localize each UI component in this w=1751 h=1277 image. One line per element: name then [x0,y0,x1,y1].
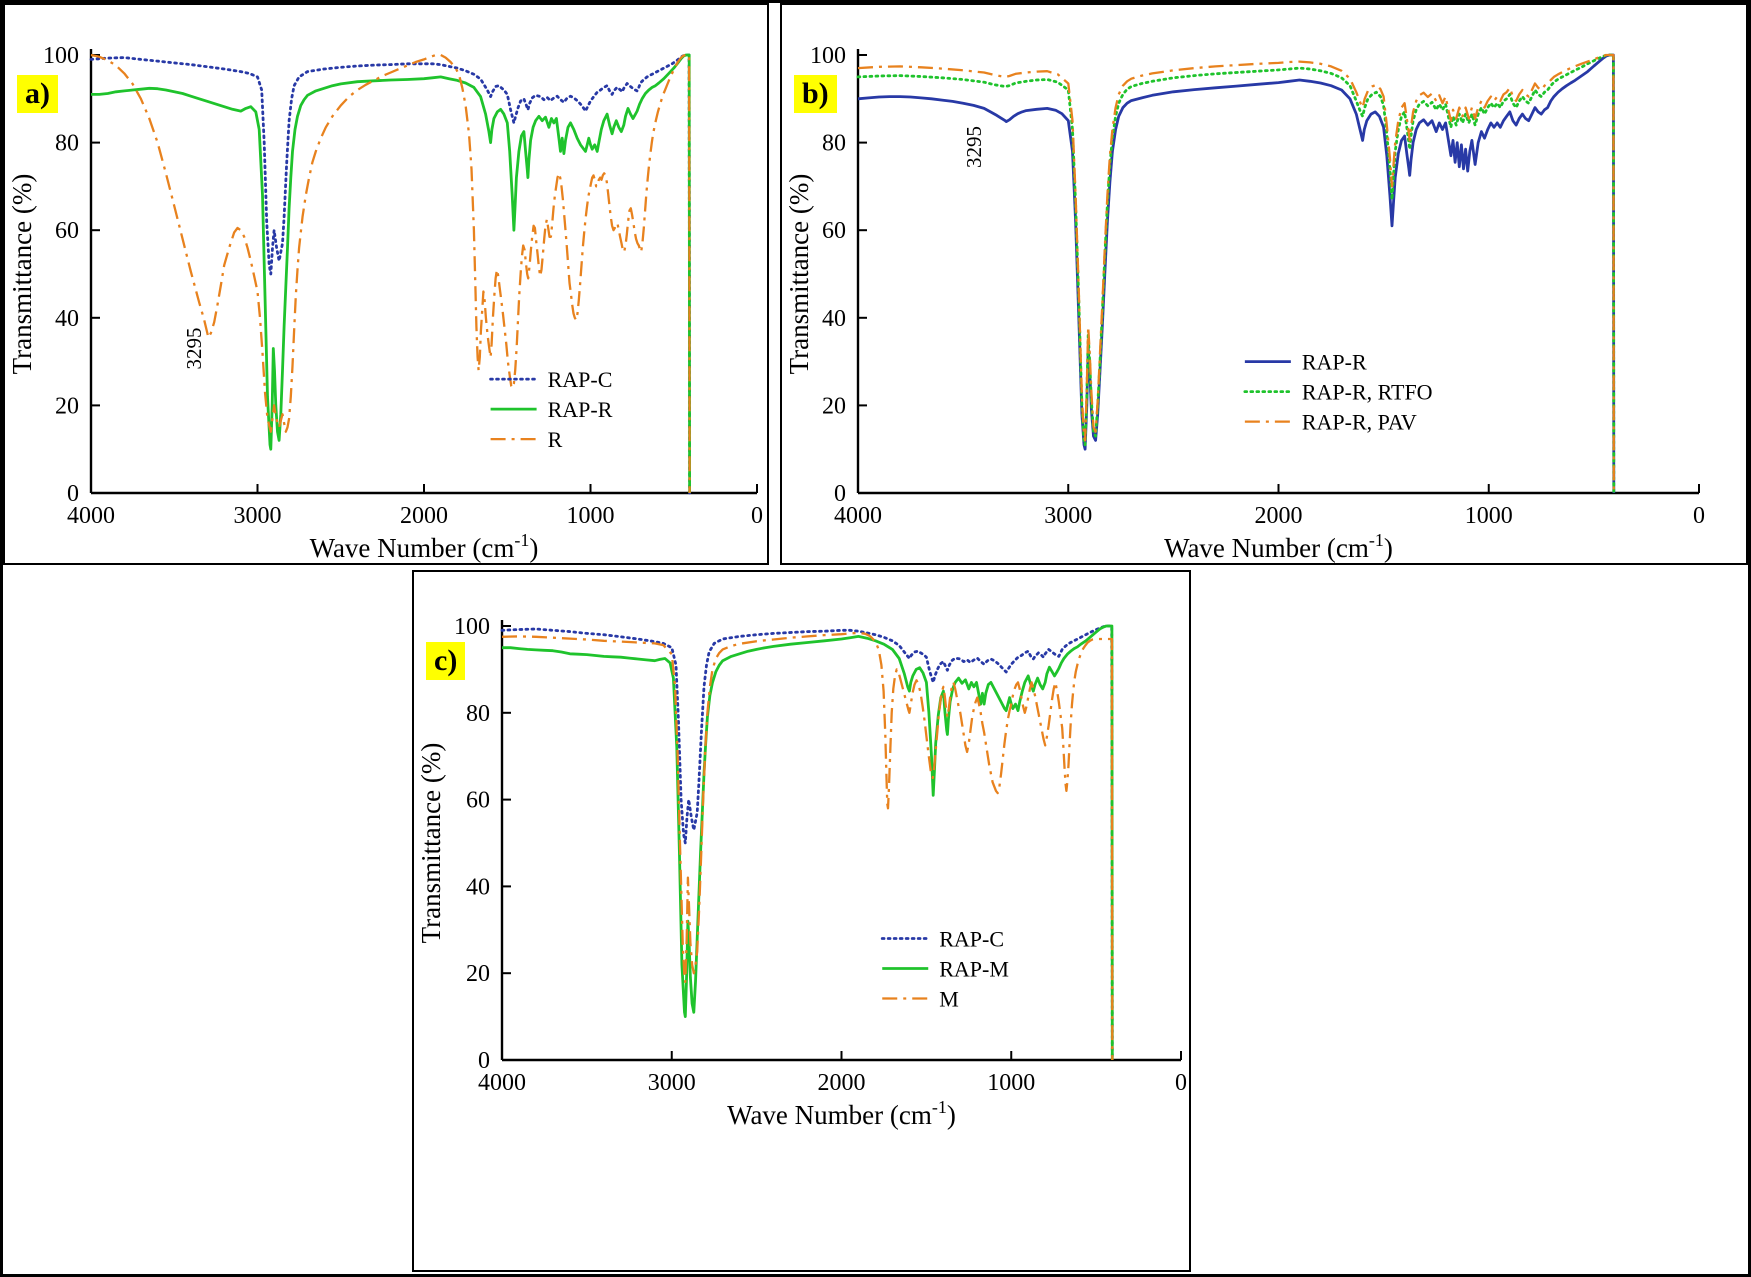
series-RAP-C [89,53,691,495]
y-tick-label: 20 [822,393,846,419]
y-tick-label: 80 [466,701,490,727]
y-tick-label: 40 [55,306,79,332]
x-tick-label: 1000 [987,1070,1035,1096]
y-tick-label: 60 [55,218,79,244]
x-tick-label: 1000 [1465,503,1513,529]
y-tick-label: 20 [55,393,79,419]
x-axis-title: Wave Number (cm-1) [310,530,539,563]
series-RAP-R, PAV [857,53,1615,494]
y-tick-label: 0 [478,1048,490,1074]
series-RAP-R [857,53,1616,494]
x-tick-label: 2000 [818,1070,866,1096]
x-tick-label: 3000 [1044,503,1092,529]
y-tick-label: 20 [466,961,490,987]
legend-label-RAP-C: RAP-C [548,367,613,392]
y-axis-title: Transmittance (%) [7,174,37,375]
chart-c-plot: 4000 3000 2000 1000 0 0 20 40 60 80 100 Wave Number… [416,614,1187,1130]
y-tick-label: 0 [67,481,79,507]
chart-a-plot: 4000 3000 2000 1000 0 0 20 40 60 80 100 Wave Number… [7,43,763,563]
x-tick-label: 0 [1175,1070,1187,1096]
series-R [90,53,691,494]
y-tick-label: 100 [454,614,490,640]
y-tick-label: 60 [466,788,490,814]
x-tick-label: 2000 [400,503,448,529]
legend: RAP-R RAP-R, RTFO RAP-R, PAV [1243,350,1433,435]
legend: RAP-C RAP-M M [880,926,1009,1011]
y-tick-label: 100 [43,43,79,69]
series-M [501,631,1114,1061]
y-tick-label: 40 [466,874,490,900]
legend-label-RAP-C: RAP-C [939,926,1004,951]
x-tick-label: 1000 [567,503,615,529]
chart-b-plot: 4000 3000 2000 1000 0 0 20 40 60 80 100 Wave Number… [784,43,1705,563]
x-tick-label: 4000 [478,1070,526,1096]
legend-label-RAP-R: RAP-R [548,397,613,422]
panel-c-label: c) [426,642,466,680]
x-tick-label: 3000 [648,1070,696,1096]
panel-b-label: b) [794,75,837,113]
legend-label-RAP-R, RTFO: RAP-R, RTFO [1302,380,1433,405]
y-tick-label: 60 [822,218,846,244]
legend: RAP-C RAP-R R [489,367,613,452]
x-tick-label: 4000 [67,503,115,529]
legend-label-R: R [548,427,563,452]
annotation-3295: 3295 [182,327,206,369]
legend-label-RAP-R: RAP-R [1302,350,1367,375]
x-tick-label: 0 [751,503,763,529]
panel-b: b) 4000 3000 2000 1000 0 0 20 40 60 80 100 Wave Num… [780,3,1748,565]
y-tick-label: 80 [822,131,846,157]
y-tick-label: 40 [822,306,846,332]
series-RAP-M [502,624,1114,1061]
series-RAP-C [500,624,1114,1062]
panel-a-label: a) [17,75,58,113]
legend-label-M: M [939,986,959,1011]
annotation-3295: 3295 [962,126,986,168]
x-tick-label: 0 [1693,503,1705,529]
series-RAP-R [91,53,691,494]
legend-label-RAP-M: RAP-M [939,956,1009,981]
panel-a: a) 4000 3000 2000 1000 0 0 20 40 60 80 100 Wave Num… [3,3,769,565]
y-axis-title: Transmittance (%) [784,174,814,375]
x-axis-title: Wave Number (cm-1) [1164,530,1393,563]
y-axis-title: Transmittance (%) [416,743,446,944]
y-tick-label: 100 [810,43,846,69]
panel-c: c) 4000 3000 2000 1000 0 0 20 40 60 80 100 Wave Num… [412,570,1191,1272]
x-tick-label: 3000 [234,503,282,529]
x-tick-label: 2000 [1255,503,1303,529]
y-tick-label: 80 [55,131,79,157]
legend-label-RAP-R, PAV: RAP-R, PAV [1302,410,1417,435]
x-axis-title: Wave Number (cm-1) [727,1097,956,1130]
y-tick-label: 0 [834,481,846,507]
series-RAP-R, RTFO [856,53,1616,495]
x-tick-label: 4000 [834,503,882,529]
